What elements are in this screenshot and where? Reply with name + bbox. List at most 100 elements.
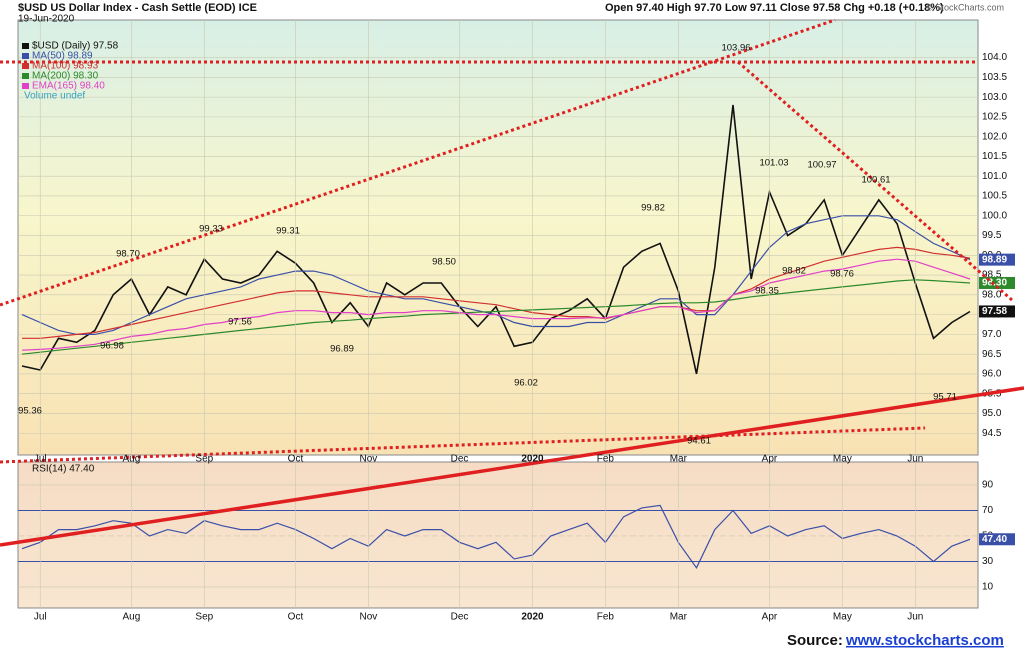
- y-tick-label: 70: [982, 505, 994, 516]
- y-tick-label: 100.0: [982, 210, 1007, 221]
- y-tick-label: 102.5: [982, 112, 1007, 123]
- x-tick-label: Oct: [288, 454, 304, 465]
- price-annotation: 103.96: [721, 43, 750, 54]
- x-tick-label: Sep: [195, 454, 213, 465]
- main-panel: [17, 19, 979, 456]
- price-annotation: 95.71: [933, 392, 957, 403]
- x-tick-label: Jun: [907, 612, 923, 623]
- x-tick-label: Dec: [451, 454, 469, 465]
- series-line: [21, 258, 971, 351]
- series-line: [21, 504, 971, 569]
- y-tick-label: 94.5: [982, 428, 1002, 439]
- title: $USD US Dollar Index - Cash Settle (EOD)…: [18, 2, 257, 14]
- legend-entry: Volume undef: [24, 91, 85, 102]
- x-tick-label: May: [833, 454, 852, 465]
- x-tick-label: Apr: [762, 612, 778, 623]
- price-annotation: 98.82: [782, 266, 806, 277]
- y-tick-label: 10: [982, 582, 994, 593]
- trend-line: [0, 386, 1024, 547]
- value-box: [979, 305, 1015, 318]
- x-tick-label: May: [833, 612, 852, 623]
- trend-line: [737, 60, 1013, 302]
- y-tick-label: 102.0: [982, 131, 1007, 142]
- price-annotation: 96.89: [330, 344, 354, 355]
- plot-layer: 94.595.095.596.096.597.097.598.098.599.0…: [18, 20, 1015, 608]
- legend-entry: $USD (Daily) 97.58: [32, 41, 119, 52]
- y-tick-label: 103.5: [982, 72, 1007, 83]
- x-tick-label: Oct: [288, 612, 304, 623]
- legend-swatch: [22, 83, 29, 89]
- rsi-panel: [17, 461, 979, 609]
- value-box: [979, 533, 1015, 546]
- source-label: Source:: [787, 632, 843, 649]
- legend-swatch: [22, 73, 29, 79]
- x-tick-label: Nov: [359, 612, 377, 623]
- value-box-label: 97.58: [982, 306, 1007, 317]
- x-tick-label: 2020: [521, 612, 544, 623]
- price-annotation: 96.02: [514, 378, 538, 389]
- trend-line: [0, 426, 926, 464]
- date: 19-Jun-2020: [18, 14, 75, 25]
- legend-swatch: [22, 43, 29, 49]
- x-tick-label: Jun: [907, 454, 923, 465]
- x-tick-label: Dec: [451, 612, 469, 623]
- price-annotation: 94.61: [687, 436, 711, 447]
- legend-entry: EMA(165) 98.40: [32, 81, 105, 92]
- credit: © StockCharts.com: [926, 2, 1004, 12]
- x-tick-label: Feb: [597, 454, 615, 465]
- x-tick-label: Aug: [122, 454, 140, 465]
- y-tick-label: 98.5: [982, 270, 1002, 281]
- price-annotation: 99.33: [199, 224, 223, 235]
- x-tick-label: Feb: [597, 612, 615, 623]
- price-annotation: 99.82: [641, 203, 665, 214]
- y-tick-label: 96.0: [982, 369, 1002, 380]
- y-tick-label: 95.0: [982, 408, 1002, 419]
- x-tick-label: Aug: [122, 612, 140, 623]
- y-tick-label: 103.0: [982, 92, 1007, 103]
- price-annotation: 100.97: [807, 160, 836, 171]
- x-tick-label: Jul: [34, 454, 47, 465]
- price-annotation: 98.70: [116, 249, 140, 260]
- price-annotation: 98.50: [432, 257, 456, 268]
- series-line: [22, 246, 971, 339]
- y-tick-label: 104.0: [982, 52, 1007, 63]
- value-box-label: 47.40: [982, 534, 1007, 545]
- series-line: [21, 279, 971, 355]
- y-tick-label: 90: [982, 480, 994, 491]
- y-tick-label: 97.0: [982, 329, 1002, 340]
- legend-entry: MA(100) 98.93: [32, 61, 99, 72]
- price-annotation: 101.03: [759, 158, 788, 169]
- legend-entry: MA(200) 98.30: [32, 71, 99, 82]
- y-tick-label: 100.5: [982, 191, 1007, 202]
- x-tick-label: Apr: [762, 454, 778, 465]
- x-tick-label: Nov: [359, 454, 377, 465]
- price-annotation: 100.61: [861, 175, 890, 186]
- legend-swatch: [22, 63, 29, 69]
- price-annotation: 95.36: [18, 406, 42, 417]
- price-annotation: 98.35: [755, 286, 779, 297]
- legend-swatch: [22, 53, 29, 59]
- y-tick-label: 98.0: [982, 289, 1002, 300]
- price-annotation: 97.56: [228, 317, 252, 328]
- price-annotation: 99.31: [276, 226, 300, 237]
- y-tick-label: 99.5: [982, 230, 1002, 241]
- series-line: [21, 104, 971, 375]
- y-tick-label: 96.5: [982, 349, 1002, 360]
- x-tick-label: Mar: [670, 454, 688, 465]
- ohlc: Open 97.40 High 97.70 Low 97.11 Close 97…: [605, 2, 944, 14]
- y-tick-label: 101.5: [982, 151, 1007, 162]
- x-tick-label: Jul: [34, 612, 47, 623]
- x-tick-label: Mar: [670, 612, 688, 623]
- price-annotation: 98.76: [830, 269, 854, 280]
- value-box-label: 98.89: [982, 254, 1007, 265]
- legend-entry: MA(50) 98.89: [32, 51, 93, 62]
- rsi-title: RSI(14) 47.40: [32, 464, 95, 475]
- y-tick-label: 30: [982, 556, 994, 567]
- x-tick-label: Sep: [195, 612, 213, 623]
- x-tick-label: 2020: [521, 454, 544, 465]
- y-tick-label: 101.0: [982, 171, 1007, 182]
- value-box: [979, 253, 1015, 266]
- source-link[interactable]: www.stockcharts.com: [845, 632, 1004, 649]
